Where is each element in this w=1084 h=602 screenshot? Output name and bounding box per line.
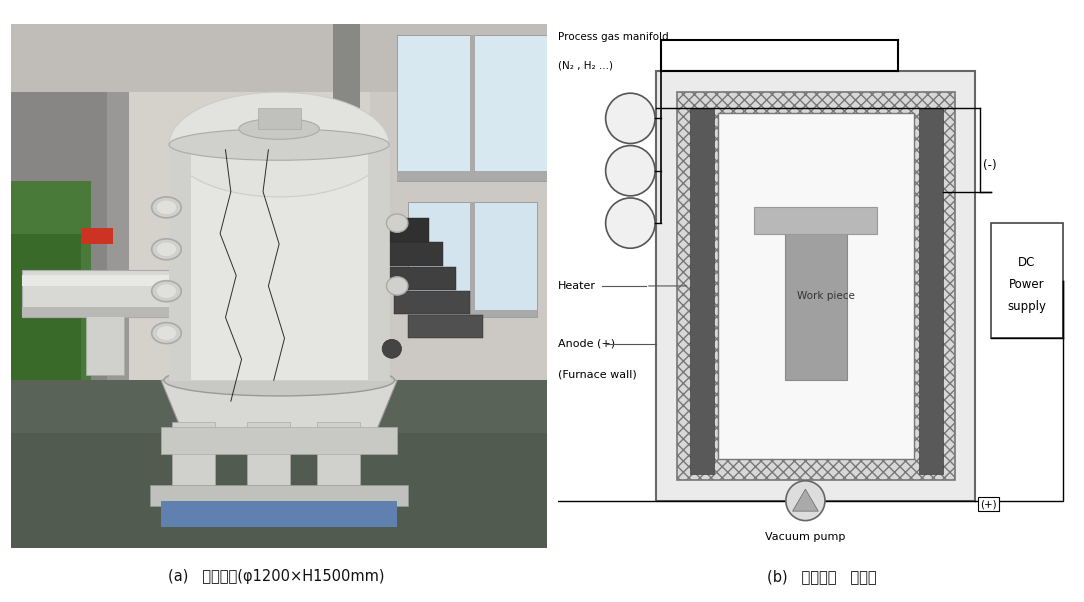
Text: (N₂ , H₂ ...): (N₂ , H₂ ...) — [558, 61, 614, 71]
Text: (b)   질화장비   개략도: (b) 질화장비 개략도 — [766, 569, 877, 584]
Bar — [162, 501, 397, 527]
Bar — [469, 34, 475, 181]
Bar — [367, 243, 442, 266]
Bar — [11, 92, 107, 380]
Circle shape — [606, 93, 655, 143]
Ellipse shape — [152, 323, 181, 344]
Polygon shape — [792, 489, 818, 511]
Bar — [22, 270, 171, 317]
Text: Anode (+): Anode (+) — [558, 338, 616, 349]
Bar — [754, 207, 878, 234]
Bar — [689, 108, 714, 474]
Text: Vacuum pump: Vacuum pump — [765, 532, 846, 542]
Bar — [258, 108, 300, 129]
Circle shape — [606, 198, 655, 248]
Bar — [397, 171, 547, 181]
Bar — [171, 422, 215, 495]
Text: (a)   질화장비(φ1200×H1500mm): (a) 질화장비(φ1200×H1500mm) — [168, 569, 385, 584]
Bar — [169, 144, 389, 380]
Bar — [408, 315, 483, 338]
Ellipse shape — [156, 284, 177, 299]
Text: Heater: Heater — [558, 281, 596, 291]
Bar — [247, 422, 289, 495]
Ellipse shape — [152, 197, 181, 218]
Bar — [11, 181, 91, 380]
Bar — [333, 24, 360, 380]
Bar — [129, 92, 371, 380]
Ellipse shape — [156, 200, 177, 215]
Text: DC: DC — [1018, 256, 1035, 269]
Ellipse shape — [238, 119, 320, 139]
Bar — [991, 223, 1062, 338]
Bar — [11, 234, 80, 380]
Bar — [676, 92, 955, 480]
Bar — [919, 108, 943, 474]
Bar — [354, 219, 429, 242]
Bar — [785, 223, 847, 380]
Ellipse shape — [386, 214, 408, 232]
Bar — [162, 427, 397, 453]
Text: (+): (+) — [980, 499, 996, 509]
Bar — [371, 92, 547, 380]
Ellipse shape — [156, 326, 177, 340]
Bar — [22, 276, 171, 286]
Bar — [11, 92, 129, 380]
Ellipse shape — [169, 129, 389, 160]
Bar — [169, 144, 191, 380]
Bar — [80, 228, 113, 244]
Text: Process gas manifold: Process gas manifold — [558, 32, 669, 42]
Bar — [656, 71, 976, 501]
Bar — [151, 485, 408, 506]
Ellipse shape — [156, 242, 177, 256]
Bar — [408, 202, 537, 317]
Ellipse shape — [386, 277, 408, 295]
Text: Work piece: Work piece — [797, 291, 855, 302]
Bar — [11, 24, 547, 223]
Bar — [395, 291, 469, 314]
Bar — [86, 312, 124, 375]
Bar — [317, 422, 360, 495]
Ellipse shape — [152, 239, 181, 260]
Ellipse shape — [169, 92, 389, 197]
Bar — [22, 307, 171, 317]
Ellipse shape — [164, 364, 395, 396]
Bar — [469, 202, 475, 317]
Bar — [408, 309, 537, 317]
Text: supply: supply — [1007, 300, 1046, 314]
Bar — [397, 34, 547, 181]
Polygon shape — [162, 380, 397, 433]
Bar — [382, 267, 456, 290]
Circle shape — [786, 481, 825, 521]
Text: (-): (-) — [983, 159, 996, 172]
Circle shape — [606, 146, 655, 196]
Bar — [11, 380, 547, 548]
Text: (Furnace wall): (Furnace wall) — [558, 370, 637, 380]
Bar — [11, 433, 547, 548]
Ellipse shape — [152, 281, 181, 302]
Bar — [718, 113, 914, 459]
Circle shape — [383, 340, 401, 358]
Bar — [367, 144, 389, 380]
Text: Power: Power — [1009, 278, 1045, 291]
